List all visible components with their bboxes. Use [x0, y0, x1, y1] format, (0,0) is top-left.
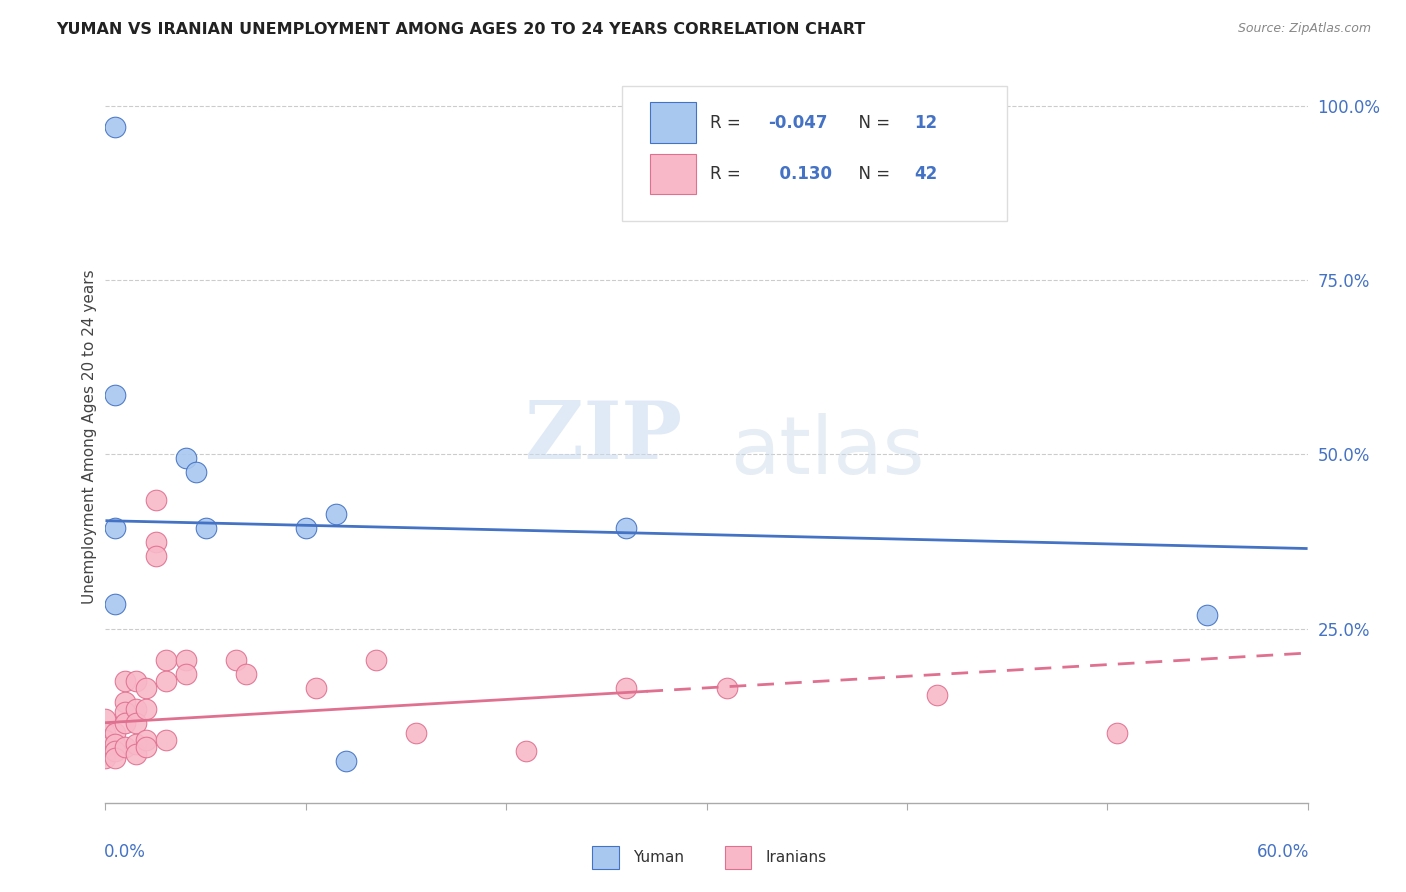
Point: [104, 750, 127, 764]
Point: [104, 726, 127, 740]
Point: [295, 521, 318, 535]
Bar: [724, 846, 751, 870]
Point: [124, 747, 146, 761]
Point: [364, 653, 387, 667]
Point: [405, 726, 427, 740]
Point: [94, 747, 117, 761]
Point: [225, 653, 247, 667]
Point: [616, 681, 638, 695]
Point: [94, 726, 117, 740]
Text: Yuman: Yuman: [633, 850, 685, 865]
Text: N =: N =: [848, 165, 896, 183]
Point: [124, 702, 146, 716]
Point: [114, 715, 136, 730]
Point: [155, 673, 177, 688]
FancyBboxPatch shape: [623, 86, 1007, 221]
Text: atlas: atlas: [731, 413, 925, 491]
Point: [104, 388, 127, 402]
Point: [194, 521, 217, 535]
Text: R =: R =: [710, 165, 747, 183]
Point: [515, 743, 537, 757]
Text: ZIP: ZIP: [526, 398, 682, 476]
Text: YUMAN VS IRANIAN UNEMPLOYMENT AMONG AGES 20 TO 24 YEARS CORRELATION CHART: YUMAN VS IRANIAN UNEMPLOYMENT AMONG AGES…: [56, 22, 866, 37]
Text: -0.047: -0.047: [768, 113, 827, 131]
Point: [124, 673, 146, 688]
Point: [925, 688, 948, 702]
Point: [716, 681, 738, 695]
Point: [616, 521, 638, 535]
Text: R =: R =: [710, 113, 747, 131]
Point: [94, 750, 117, 764]
Point: [94, 733, 117, 747]
Point: [114, 695, 136, 709]
Point: [145, 549, 167, 563]
Point: [235, 667, 257, 681]
Point: [174, 653, 197, 667]
Point: [94, 712, 117, 726]
Point: [114, 740, 136, 755]
Bar: [650, 103, 696, 143]
Point: [135, 681, 157, 695]
Point: [104, 737, 127, 751]
Point: [135, 740, 157, 755]
Point: [145, 492, 167, 507]
Text: 0.0%: 0.0%: [104, 843, 146, 861]
Point: [114, 673, 136, 688]
Point: [335, 754, 357, 768]
Point: [155, 653, 177, 667]
Point: [1107, 726, 1129, 740]
Point: [114, 705, 136, 719]
Text: 0.130: 0.130: [768, 165, 832, 183]
Point: [155, 733, 177, 747]
Point: [104, 597, 127, 611]
Bar: [650, 153, 696, 194]
Text: 42: 42: [914, 165, 938, 183]
Point: [94, 740, 117, 755]
Text: Source: ZipAtlas.com: Source: ZipAtlas.com: [1237, 22, 1371, 36]
Point: [325, 507, 347, 521]
Point: [124, 715, 146, 730]
Point: [145, 534, 167, 549]
Text: 60.0%: 60.0%: [1257, 843, 1309, 861]
Point: [104, 120, 127, 134]
Point: [135, 733, 157, 747]
Point: [174, 667, 197, 681]
Point: [135, 702, 157, 716]
Point: [305, 681, 328, 695]
Text: Iranians: Iranians: [765, 850, 827, 865]
Point: [104, 743, 127, 757]
Point: [174, 450, 197, 465]
Y-axis label: Unemployment Among Ages 20 to 24 years: Unemployment Among Ages 20 to 24 years: [82, 269, 97, 605]
Point: [184, 465, 207, 479]
Bar: [592, 846, 619, 870]
Text: N =: N =: [848, 113, 896, 131]
Point: [1197, 607, 1219, 622]
Text: 12: 12: [914, 113, 938, 131]
Point: [124, 737, 146, 751]
Point: [104, 521, 127, 535]
